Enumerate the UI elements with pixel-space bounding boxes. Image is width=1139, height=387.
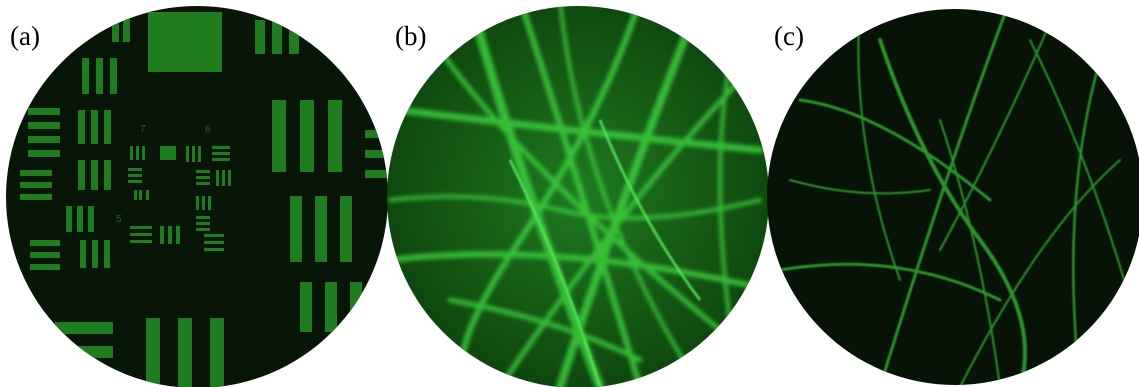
panel-label: (a) [10, 21, 40, 51]
target-number: 5 [116, 214, 122, 225]
panel-b-image [385, 0, 775, 387]
target-number: 6 [205, 124, 211, 135]
panel-c-image [765, 0, 1139, 387]
figure: 7 6 5 [0, 0, 1139, 387]
panel-label: (b) [395, 21, 426, 51]
panel-label: (c) [774, 21, 804, 51]
page: 7 6 5 [0, 0, 1139, 387]
target-number: 7 [140, 124, 146, 135]
panel-a-image: 7 6 5 [0, 0, 395, 387]
